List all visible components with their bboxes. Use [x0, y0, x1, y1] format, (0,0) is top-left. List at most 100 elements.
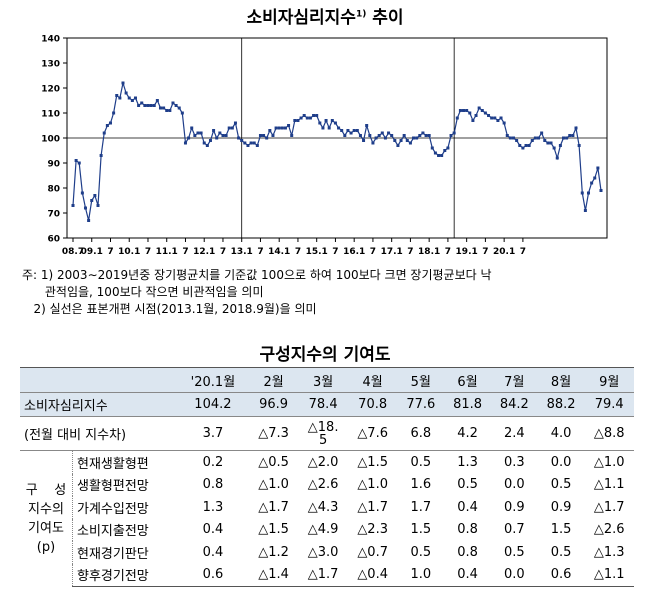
csi-data-point	[405, 139, 409, 142]
csi-data-point	[243, 141, 247, 145]
x-tick-label: 7	[482, 247, 488, 257]
mom-value: 4.0	[537, 416, 585, 451]
component-row: 소비지출전망 0.4 △1.5 △4.9 △2.3 1.5 0.8 0.7 1.…	[20, 519, 634, 542]
mom-value: 4.2	[444, 416, 491, 451]
csi-data-point	[508, 136, 512, 140]
y-tick-label: 90	[47, 160, 60, 170]
csi-data-point	[512, 136, 516, 140]
csi-data-point	[577, 144, 581, 147]
csi-data-point	[568, 134, 572, 137]
csi-data-point	[146, 104, 150, 107]
mom-value: △18. 5	[298, 416, 348, 451]
csi-data-point	[208, 139, 212, 142]
csi-data-point	[590, 181, 594, 185]
csi-data-point	[418, 134, 422, 137]
csi-data-point	[77, 161, 81, 165]
csi-data-point	[396, 144, 400, 147]
component-value: 1.0	[397, 563, 445, 587]
component-value: 0.4	[202, 522, 224, 538]
csi-data-point	[212, 129, 216, 132]
csi-data-point	[293, 119, 297, 122]
csi-data-point	[355, 129, 359, 132]
y-tick-label: 80	[47, 185, 60, 195]
csi-data-point	[471, 119, 475, 122]
component-value: △4.9	[307, 522, 339, 538]
csi-data-point	[312, 114, 316, 117]
csi-data-point	[108, 121, 112, 125]
csi-data-point	[130, 99, 134, 102]
csi-data-point	[71, 204, 75, 207]
csi-row-label: 소비자심리지수	[20, 392, 177, 417]
component-value: △1.7	[593, 499, 625, 515]
x-tick-label: 10.1	[118, 247, 140, 257]
component-value: △1.5	[258, 522, 289, 538]
csi-data-point	[315, 114, 319, 117]
component-value: 0.5	[457, 477, 478, 493]
component-value: 0.8	[457, 544, 478, 560]
component-value: 0.9	[503, 499, 525, 515]
csi-line-chart: 60 70 80 90 100 110 120 130 140 08.709.1 7 10.1 7 11.…	[41, 35, 608, 257]
csi-data-point	[140, 101, 144, 105]
component-value: 0.3	[503, 454, 525, 470]
component-value: △0.5	[258, 454, 289, 470]
x-tick-label: 16.1	[343, 247, 365, 257]
csi-data-point	[502, 121, 506, 125]
csi-data-point	[399, 139, 403, 142]
csi-data-point	[324, 119, 328, 122]
component-row: 향후경기전망 0.6 △1.4 △1.7 △0.4 1.0 0.4 0.0 0.…	[20, 563, 634, 587]
csi-data-point	[533, 136, 537, 140]
chart-title: 소비자심리지수1) 추이	[0, 3, 650, 28]
y-tick-label: 120	[41, 85, 60, 95]
x-tick-label: 7	[520, 247, 526, 257]
component-value: 0.0	[550, 454, 572, 470]
component-value: △1.7	[258, 499, 289, 515]
csi-data-point	[440, 154, 444, 157]
csi-data-point	[187, 136, 191, 140]
component-name: 현재생활형편	[77, 456, 149, 472]
header-month: 7월	[490, 367, 538, 393]
csi-data-point	[477, 106, 481, 110]
csi-data-point	[258, 134, 262, 137]
component-value: △1.1	[584, 563, 634, 587]
csi-data-point	[237, 136, 241, 140]
csi-data-point	[318, 121, 322, 125]
csi-data-point	[240, 139, 244, 142]
x-tick-label: 7	[407, 247, 413, 257]
y-tick-label: 130	[41, 60, 60, 70]
mom-row-label: (전월 대비 지수차)	[20, 416, 177, 451]
csi-data-point	[137, 104, 141, 107]
csi-data-point	[205, 144, 209, 147]
csi-data-point	[562, 136, 566, 140]
csi-value: 96.9	[248, 392, 299, 417]
header-month: 6월	[444, 367, 491, 393]
csi-data-point	[105, 124, 109, 127]
csi-data-point	[487, 114, 491, 117]
component-value: △0.4	[347, 563, 398, 587]
csi-data-point	[596, 166, 600, 170]
csi-data-point	[87, 219, 91, 222]
x-tick-label: 18.1	[418, 247, 440, 257]
component-value: △1.7	[357, 499, 388, 515]
csi-data-point	[268, 129, 272, 132]
csi-data-point	[118, 96, 122, 100]
component-value: 0.6	[177, 563, 249, 587]
csi-data-point	[96, 204, 100, 207]
csi-data-point	[330, 119, 334, 122]
header-month: 4월	[347, 367, 398, 393]
csi-data-point	[362, 139, 366, 142]
csi-data-point	[202, 141, 206, 145]
csi-data-point	[162, 106, 166, 110]
csi-data-point	[587, 191, 591, 195]
csi-data-point	[133, 96, 137, 100]
csi-data-point	[112, 111, 116, 115]
csi-data-point	[327, 126, 331, 130]
csi-data-point	[302, 114, 306, 117]
x-tick-label: 17.1	[381, 247, 403, 257]
csi-data-point	[408, 141, 412, 145]
component-value: 1.3	[457, 454, 478, 470]
x-tick-label: 7	[257, 247, 263, 257]
csi-data-point	[552, 146, 556, 150]
csi-data-point	[524, 144, 528, 147]
csi-data-point	[515, 139, 519, 142]
csi-value: 78.4	[298, 392, 348, 417]
